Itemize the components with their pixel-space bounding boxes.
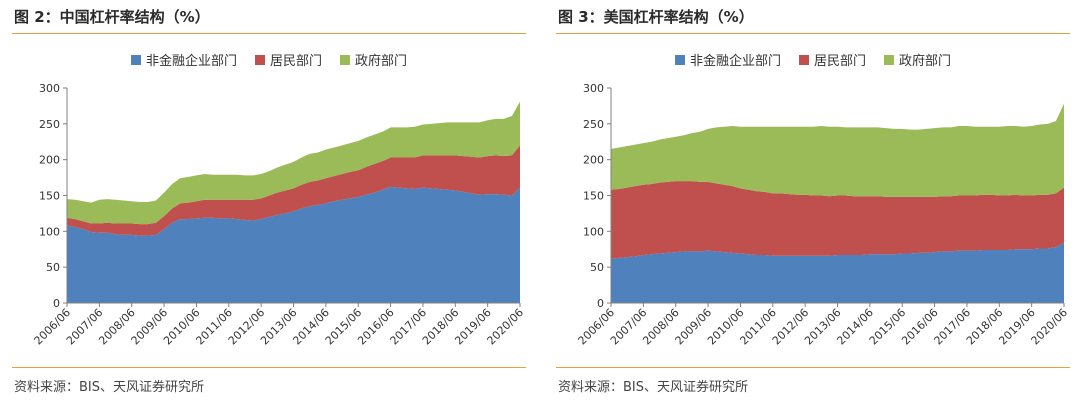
y-tick-label: 0 [53, 297, 60, 310]
left-chart-title: 图 2：中国杠杆率结构（%） [14, 8, 210, 26]
y-tick-label: 0 [597, 297, 604, 310]
legend-label: 非金融企业部门 [145, 54, 237, 69]
y-tick-label: 50 [46, 261, 60, 274]
y-tick-label: 300 [39, 82, 60, 95]
left-chart-legend: 非金融企业部门 居民部门 政府部门 [12, 50, 526, 69]
y-tick-label: 200 [583, 154, 604, 167]
left-chart-panel: 图 2：中国杠杆率结构（%） 非金融企业部门 居民部门 政府部门 0 50 100 150… [12, 0, 526, 400]
legend-swatch [884, 54, 894, 65]
legend-label: 居民部门 [269, 54, 322, 69]
y-tick-label: 200 [39, 154, 60, 167]
area-series-0 [67, 186, 520, 303]
legend-label: 居民部门 [813, 54, 866, 69]
legend-label: 政府部门 [355, 54, 408, 69]
legend-swatch [798, 54, 809, 65]
y-tick-label: 150 [583, 190, 604, 203]
legend-label: 政府部门 [899, 54, 952, 69]
y-tick-label: 250 [39, 118, 60, 131]
left-source-note: 资料来源：BIS、天风证券研究所 [14, 380, 205, 395]
area-series-2 [67, 101, 520, 225]
right-chart-title: 图 3：美国杠杆率结构（%） [558, 8, 754, 26]
x-tick-label: 2020/06 [485, 306, 526, 348]
area-series-1 [67, 145, 520, 236]
area-series-0 [611, 242, 1064, 303]
legend-swatch [340, 54, 350, 65]
y-tick-label: 250 [583, 118, 604, 131]
right-bottom-divider [556, 367, 1070, 368]
right-source-note: 资料来源：BIS、天风证券研究所 [558, 380, 749, 395]
right-area-chart: 0501001502002503002006/062007/062008/062… [576, 82, 1070, 348]
y-tick-label: 150 [39, 190, 60, 203]
legend-swatch [130, 54, 141, 65]
y-tick-label: 300 [583, 82, 604, 95]
legend-item-series-2: 政府部门 [884, 50, 951, 69]
right-title-divider [556, 33, 1070, 34]
legend-label: 非金融企业部门 [689, 54, 781, 69]
legend-item-series-1: 居民部门 [254, 50, 322, 69]
y-tick-label: 100 [39, 225, 60, 238]
area-series-1 [611, 181, 1064, 259]
left-title-divider [12, 33, 526, 34]
legend-swatch [254, 54, 265, 65]
area-series-2 [611, 103, 1064, 197]
legend-item-series-0: 非金融企业部门 [130, 50, 237, 69]
legend-item-series-2: 政府部门 [340, 50, 407, 69]
y-tick-label: 50 [590, 261, 604, 274]
left-area-chart: 0501001502002503002006/062007/062008/062… [32, 82, 526, 348]
left-bottom-divider [12, 367, 526, 368]
legend-item-series-0: 非金融企业部门 [674, 50, 781, 69]
legend-swatch [674, 54, 685, 65]
right-chart-legend: 非金融企业部门 居民部门 政府部门 [556, 50, 1070, 69]
y-tick-label: 100 [583, 225, 604, 238]
legend-item-series-1: 居民部门 [798, 50, 866, 69]
right-chart-panel: 图 3：美国杠杆率结构（%） 非金融企业部门 居民部门 政府部门 0 50 100 150… [556, 0, 1070, 400]
x-tick-label: 2020/06 [1029, 306, 1070, 348]
